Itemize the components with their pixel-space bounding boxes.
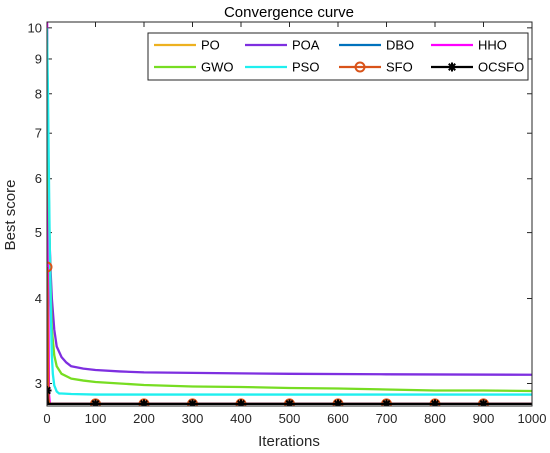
x-tick-label: 1000 (518, 411, 547, 426)
series-pso (47, 27, 532, 396)
legend-label-ocsfo: OCSFO (478, 60, 524, 75)
legend-item-sfo: SFO (339, 60, 413, 75)
legend: PO POA DBO HHO GWO PSO SFO OCSFO (147, 32, 529, 81)
x-tick-label: 500 (279, 411, 301, 426)
legend-item-dbo: DBO (339, 38, 414, 53)
x-tick-label: 800 (424, 411, 446, 426)
legend-item-po: PO (154, 38, 220, 53)
x-tick-label: 600 (327, 411, 349, 426)
x-tick-label: 100 (85, 411, 107, 426)
legend-item-hho: HHO (431, 38, 507, 53)
series-point-ocsfo (91, 399, 100, 406)
legend-label-po: PO (201, 38, 220, 53)
legend-label-pso: PSO (292, 60, 319, 75)
y-tick-label: 10 (28, 20, 42, 35)
series-point-ocsfo (236, 399, 246, 406)
y-tick-label: 6 (35, 171, 42, 186)
series-point-sfo (47, 261, 53, 273)
legend-label-gwo: GWO (201, 60, 234, 75)
series-point-ocsfo (139, 399, 149, 406)
series-point-ocsfo (188, 399, 197, 406)
y-tick-label: 9 (35, 51, 42, 66)
legend-marker-ocsfo (447, 62, 457, 72)
legend-label-poa: POA (292, 38, 320, 53)
legend-item-ocsfo: OCSFO (431, 60, 524, 75)
series-line-pso (47, 27, 532, 396)
x-tick-label: 700 (376, 411, 398, 426)
legend-item-gwo: GWO (154, 60, 234, 75)
series-point-ocsfo (333, 399, 343, 406)
y-tick-label: 7 (35, 126, 42, 141)
y-tick-label: 3 (35, 376, 42, 391)
chart-title: Convergence curve (224, 4, 354, 21)
x-tick-label: 400 (230, 411, 252, 426)
legend-item-pso: PSO (245, 60, 319, 75)
x-axis-label: Iterations (258, 433, 320, 450)
legend-label-hho: HHO (478, 38, 507, 53)
x-tick-label: 200 (133, 411, 155, 426)
series-point-ocsfo (382, 399, 391, 406)
y-tick-label: 4 (35, 291, 42, 306)
legend-item-poa: POA (245, 38, 320, 53)
legend-label-dbo: DBO (386, 38, 414, 53)
plot-area (47, 22, 532, 406)
y-axis-label: Best score (2, 180, 19, 251)
legend-marker-sfo (354, 61, 366, 73)
legend-box (147, 32, 529, 81)
series-point-ocsfo (430, 399, 440, 406)
x-axis-ticks: 0 100 200 300 400 500 600 700 800 900 1000 (43, 22, 546, 426)
y-tick-label: 5 (35, 225, 42, 240)
plot-background (47, 22, 532, 406)
series-point-ocsfo (285, 399, 294, 406)
y-tick-label: 8 (35, 86, 42, 101)
legend-label-sfo: SFO (386, 60, 413, 75)
x-tick-label: 900 (473, 411, 495, 426)
x-tick-label: 300 (182, 411, 204, 426)
plot-frame (46, 21, 533, 407)
series-point-ocsfo (479, 399, 488, 406)
x-tick-label: 0 (43, 411, 50, 426)
